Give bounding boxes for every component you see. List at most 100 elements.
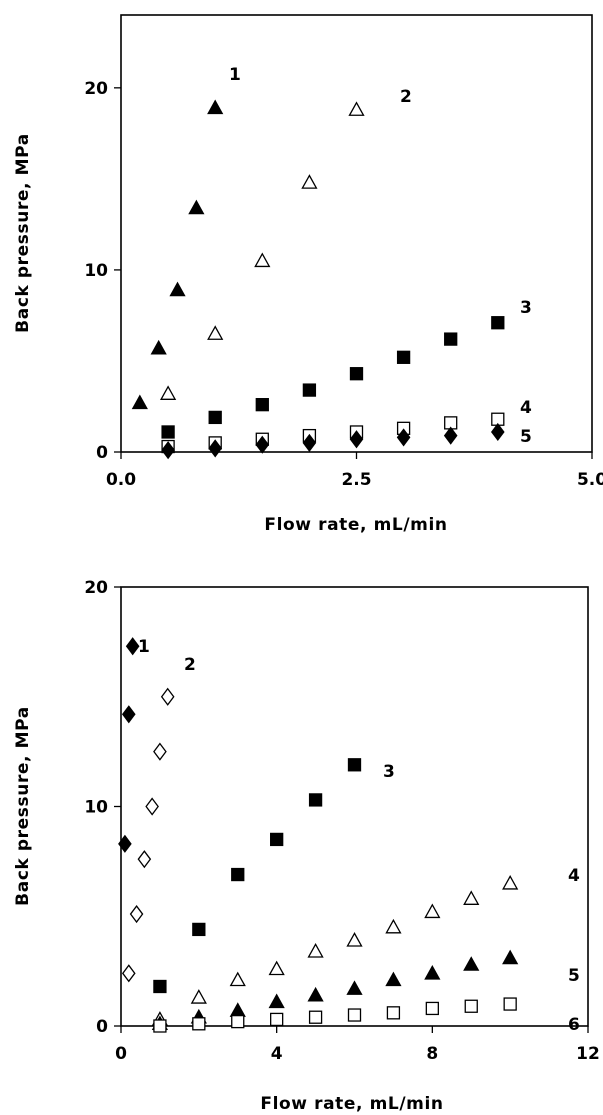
- series-1-point-4: [207, 99, 224, 115]
- series-3-point-7: [491, 316, 505, 330]
- x-tick-label-0: 0: [115, 1044, 127, 1064]
- series-2-point-3: [301, 174, 318, 189]
- series-5-point-6: [443, 426, 458, 445]
- x-tick-label-0: 0.0: [106, 470, 136, 490]
- series-6-point-7: [425, 1001, 439, 1016]
- series-5-point-3: [302, 433, 317, 452]
- plot-frame-bottom: [120, 586, 589, 1027]
- series-6: [153, 997, 517, 1033]
- series-label-1: 1: [138, 637, 150, 657]
- series-6-point-8: [464, 999, 478, 1013]
- x-tick-label-2: 8: [426, 1044, 438, 1064]
- series-label-4: 4: [520, 398, 532, 418]
- y-tick-label-1: 10: [84, 261, 108, 281]
- series-5-point-0: [161, 441, 175, 460]
- series-label-3: 3: [520, 298, 532, 318]
- y-tick-label-1: 10: [84, 798, 108, 818]
- chart-top: Flow rate, mL/min Back pressure, MPa 0.0…: [13, 14, 603, 535]
- series-6-point-3: [270, 1012, 284, 1027]
- series-6-point-5: [347, 1008, 362, 1022]
- series-1-point-0: [118, 834, 132, 853]
- x-tick-label-2: 5.0: [577, 470, 603, 490]
- series-1-point-2: [125, 637, 140, 656]
- series-3-point-3: [302, 383, 317, 397]
- series-2-point-4: [348, 101, 365, 116]
- series-6-point-4: [308, 1010, 323, 1024]
- series-5-point-5: [396, 428, 411, 447]
- x-axis-label-top: Flow rate, mL/min: [264, 515, 447, 535]
- series-3-point-1: [208, 410, 222, 425]
- series-2-point-5: [160, 687, 175, 706]
- series-5-point-7: [424, 964, 441, 980]
- series-2-point-3: [145, 797, 159, 816]
- series-5-point-3: [268, 993, 285, 1009]
- series-1: [118, 637, 140, 853]
- series-5-point-2: [255, 435, 270, 454]
- series-label-4: 4: [568, 866, 580, 886]
- series-1: [131, 99, 224, 410]
- series-5-point-6: [385, 971, 402, 987]
- series-5: [161, 422, 505, 460]
- series-3-point-3: [270, 832, 284, 847]
- series-6-point-0: [153, 1019, 167, 1033]
- data-points-top: [131, 99, 505, 460]
- series-6-point-1: [192, 1017, 206, 1031]
- series-4-point-4: [307, 943, 324, 958]
- series-label-6: 6: [568, 1015, 580, 1035]
- series-5-point-8: [463, 956, 480, 971]
- series-3-point-4: [349, 367, 364, 381]
- series-3-point-1: [192, 922, 206, 937]
- series-6-point-2: [231, 1014, 245, 1029]
- series-1-point-3: [188, 199, 205, 215]
- series-labels-bottom: 1 2 3 4 5 6: [138, 637, 580, 1035]
- chart-bottom: Flow rate, mL/min Back pressure, MPa 0 4 8…: [13, 578, 600, 1114]
- series-4-point-5: [346, 932, 363, 947]
- series-4-point-8: [463, 890, 480, 905]
- series-label-1: 1: [229, 65, 241, 85]
- series-4-point-6: [385, 918, 402, 934]
- y-axis-label-top: Back pressure, MPa: [13, 133, 33, 333]
- y-tick-label-0: 0: [96, 1017, 108, 1037]
- series-6-point-9: [503, 997, 517, 1011]
- series-4-point-3: [268, 960, 285, 976]
- axis-ticks-bottom: 0 4 8 12 0 10 20: [84, 578, 600, 1064]
- series-3-point-2: [231, 867, 245, 882]
- series-2-point-4: [153, 742, 167, 761]
- series-1-point-0: [131, 394, 148, 410]
- series-5-point-4: [349, 430, 364, 449]
- y-tick-label-2: 20: [84, 578, 108, 598]
- series-4-point-1: [190, 989, 207, 1004]
- series-5: [151, 949, 519, 1031]
- series-4-point-9: [502, 874, 519, 890]
- series-label-3: 3: [383, 762, 395, 782]
- series-3-point-0: [161, 425, 175, 439]
- series-1-point-1: [121, 705, 136, 724]
- series-2: [121, 687, 175, 983]
- series-label-2: 2: [400, 87, 412, 107]
- series-5-point-4: [307, 986, 324, 1002]
- series-3-point-5: [396, 350, 411, 364]
- x-tick-label-3: 12: [576, 1044, 600, 1064]
- series-3: [153, 758, 362, 994]
- axis-ticks-top: 0.0 2.5 5.0 0 10 20: [84, 79, 603, 490]
- series-6-point-6: [386, 1006, 401, 1020]
- x-tick-label-1: 2.5: [341, 470, 371, 490]
- series-labels-top: 1 2 3 4 5: [229, 65, 532, 447]
- series-1-point-1: [150, 339, 167, 355]
- series-4-point-2: [229, 971, 246, 987]
- series-5-point-5: [346, 980, 363, 995]
- series-3: [161, 316, 505, 439]
- series-3-point-5: [347, 758, 362, 772]
- x-axis-label-bottom: Flow rate, mL/min: [260, 1094, 443, 1114]
- series-3-point-4: [308, 793, 323, 807]
- series-2-point-0: [121, 964, 136, 983]
- series-2-point-1: [207, 325, 224, 340]
- y-axis-label-bottom: Back pressure, MPa: [13, 706, 33, 906]
- data-points-bottom: [118, 637, 519, 1033]
- series-5-point-2: [229, 1002, 246, 1017]
- series-2-point-0: [159, 385, 177, 400]
- series-label-5: 5: [520, 427, 532, 447]
- series-3-point-0: [153, 979, 167, 994]
- series-5-point-7: [490, 422, 505, 442]
- series-4-point-7: [424, 903, 441, 919]
